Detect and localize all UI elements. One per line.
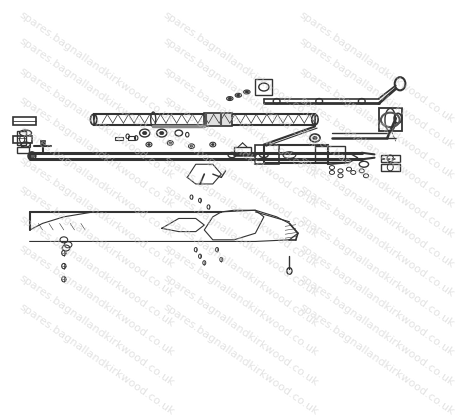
Bar <box>264 145 328 163</box>
Bar <box>381 163 400 171</box>
Text: spares.bagnallandkirkwood.co.uk: spares.bagnallandkirkwood.co.uk <box>162 154 320 270</box>
Bar <box>17 147 29 153</box>
Text: spares.bagnallandkirkwood.co.uk: spares.bagnallandkirkwood.co.uk <box>298 184 456 299</box>
Text: spares.bagnallandkirkwood.co.uk: spares.bagnallandkirkwood.co.uk <box>17 184 176 299</box>
Text: spares.bagnallandkirkwood.co.uk: spares.bagnallandkirkwood.co.uk <box>298 302 456 418</box>
Text: spares.bagnallandkirkwood.co.uk: spares.bagnallandkirkwood.co.uk <box>298 66 456 181</box>
Circle shape <box>160 131 164 135</box>
Bar <box>94 114 315 125</box>
Text: spares.bagnallandkirkwood.co.uk: spares.bagnallandkirkwood.co.uk <box>162 243 320 358</box>
Bar <box>13 136 32 143</box>
Circle shape <box>313 136 317 140</box>
Bar <box>115 137 123 140</box>
Text: spares.bagnallandkirkwood.co.uk: spares.bagnallandkirkwood.co.uk <box>298 95 456 211</box>
Circle shape <box>211 143 214 145</box>
Circle shape <box>169 142 172 144</box>
Text: spares.bagnallandkirkwood.co.uk: spares.bagnallandkirkwood.co.uk <box>298 36 456 151</box>
Text: spares.bagnallandkirkwood.co.uk: spares.bagnallandkirkwood.co.uk <box>17 66 176 181</box>
Text: spares.bagnallandkirkwood.co.uk: spares.bagnallandkirkwood.co.uk <box>17 10 176 125</box>
Bar <box>255 79 273 95</box>
Text: spares.bagnallandkirkwood.co.uk: spares.bagnallandkirkwood.co.uk <box>298 125 456 240</box>
Text: spares.bagnallandkirkwood.co.uk: spares.bagnallandkirkwood.co.uk <box>298 154 456 270</box>
Bar <box>234 147 251 153</box>
Text: spares.bagnallandkirkwood.co.uk: spares.bagnallandkirkwood.co.uk <box>17 95 176 211</box>
Text: spares.bagnallandkirkwood.co.uk: spares.bagnallandkirkwood.co.uk <box>298 10 456 125</box>
Text: spares.bagnallandkirkwood.co.uk: spares.bagnallandkirkwood.co.uk <box>17 125 176 240</box>
Text: spares.bagnallandkirkwood.co.uk: spares.bagnallandkirkwood.co.uk <box>298 214 456 329</box>
Bar <box>255 145 279 164</box>
Text: spares.bagnallandkirkwood.co.uk: spares.bagnallandkirkwood.co.uk <box>17 302 176 418</box>
Bar <box>13 117 36 125</box>
Text: spares.bagnallandkirkwood.co.uk: spares.bagnallandkirkwood.co.uk <box>162 125 320 240</box>
Text: spares.bagnallandkirkwood.co.uk: spares.bagnallandkirkwood.co.uk <box>298 243 456 358</box>
Bar <box>204 113 232 127</box>
Text: spares.bagnallandkirkwood.co.uk: spares.bagnallandkirkwood.co.uk <box>162 273 320 388</box>
Text: spares.bagnallandkirkwood.co.uk: spares.bagnallandkirkwood.co.uk <box>162 95 320 211</box>
Text: spares.bagnallandkirkwood.co.uk: spares.bagnallandkirkwood.co.uk <box>17 273 176 388</box>
Text: spares.bagnallandkirkwood.co.uk: spares.bagnallandkirkwood.co.uk <box>17 36 176 151</box>
Bar <box>315 146 345 162</box>
Circle shape <box>143 131 147 135</box>
Bar <box>17 131 27 145</box>
Text: spares.bagnallandkirkwood.co.uk: spares.bagnallandkirkwood.co.uk <box>162 66 320 181</box>
Circle shape <box>190 145 193 147</box>
Bar <box>379 108 402 131</box>
Circle shape <box>237 94 240 97</box>
Circle shape <box>29 154 35 158</box>
Circle shape <box>148 143 150 145</box>
Text: spares.bagnallandkirkwood.co.uk: spares.bagnallandkirkwood.co.uk <box>17 214 176 329</box>
Text: spares.bagnallandkirkwood.co.uk: spares.bagnallandkirkwood.co.uk <box>162 184 320 299</box>
Bar <box>40 140 45 146</box>
Text: spares.bagnallandkirkwood.co.uk: spares.bagnallandkirkwood.co.uk <box>162 36 320 151</box>
Text: spares.bagnallandkirkwood.co.uk: spares.bagnallandkirkwood.co.uk <box>17 243 176 358</box>
Text: spares.bagnallandkirkwood.co.uk: spares.bagnallandkirkwood.co.uk <box>17 154 176 270</box>
Bar <box>381 155 400 162</box>
Circle shape <box>228 97 231 100</box>
Text: spares.bagnallandkirkwood.co.uk: spares.bagnallandkirkwood.co.uk <box>298 273 456 388</box>
Circle shape <box>245 91 248 93</box>
Text: spares.bagnallandkirkwood.co.uk: spares.bagnallandkirkwood.co.uk <box>162 302 320 418</box>
Text: spares.bagnallandkirkwood.co.uk: spares.bagnallandkirkwood.co.uk <box>162 214 320 329</box>
Text: spares.bagnallandkirkwood.co.uk: spares.bagnallandkirkwood.co.uk <box>162 10 320 125</box>
Bar <box>128 136 136 140</box>
